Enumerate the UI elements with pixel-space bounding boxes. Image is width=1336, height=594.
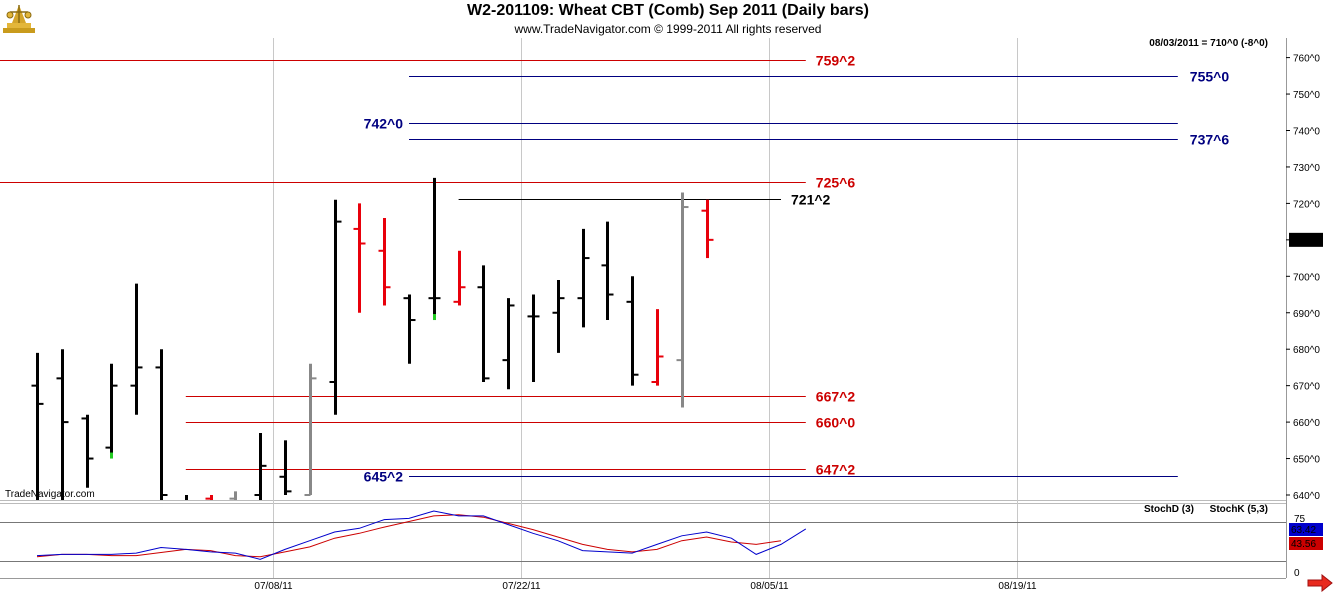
y-tick-label: 720^0	[1293, 199, 1320, 210]
y-tick-label: 740^0	[1293, 127, 1320, 138]
x-tick-label: 07/22/11	[502, 581, 541, 592]
watermark-text: TradeNavigator.com	[5, 489, 95, 500]
y-tick-label: 650^0	[1293, 455, 1320, 466]
stoch-tick-label: 0	[1294, 568, 1300, 579]
y-tick-label: 680^0	[1293, 345, 1320, 356]
stoch-d-legend: StochD (3)	[1144, 504, 1194, 515]
copyright-text: www.TradeNavigator.com © 1999-2011 All r…	[514, 22, 822, 36]
x-tick-label: 07/08/11	[254, 581, 293, 592]
y-tick-label: 660^0	[1293, 418, 1320, 429]
level-label: 742^0	[364, 116, 404, 132]
chart-header: W2-201109: Wheat CBT (Comb) Sep 2011 (Da…	[0, 0, 1336, 38]
ohlc-bars	[31, 177, 714, 500]
stochastic-pane	[0, 501, 1286, 578]
level-label: 645^2	[364, 469, 404, 485]
y-tick-label: 730^0	[1293, 163, 1320, 174]
stoch-k-value-box	[1289, 523, 1323, 536]
price-pane	[0, 38, 1286, 500]
y-tick-label: 750^0	[1293, 90, 1320, 101]
stoch-d-value-box	[1289, 537, 1323, 550]
stoch-k-legend: StochK (5,3)	[1210, 504, 1268, 515]
x-tick-label: 08/05/11	[750, 581, 789, 592]
scroll-right-arrow-icon[interactable]	[1306, 574, 1334, 592]
y-tick-label: 640^0	[1293, 491, 1320, 502]
last-price-box	[1289, 232, 1323, 247]
chart-title: W2-201109: Wheat CBT (Comb) Sep 2011 (Da…	[467, 2, 869, 19]
level-label: 725^6	[816, 175, 856, 191]
level-label: 755^0	[1190, 69, 1230, 85]
y-tick-label: 690^0	[1293, 309, 1320, 320]
level-label: 737^6	[1190, 132, 1230, 148]
stoch-k-value: 63.42	[1291, 525, 1316, 536]
y-tick-label: 700^0	[1293, 272, 1320, 283]
y-tick-label: 760^0	[1293, 54, 1320, 65]
level-label: 667^2	[816, 389, 856, 405]
y-tick-label: 670^0	[1293, 382, 1320, 393]
stoch-k-line	[36, 510, 807, 560]
x-tick-label: 08/19/11	[998, 581, 1037, 592]
stoch-tick-label: 75	[1294, 514, 1306, 525]
level-label: 759^2	[816, 53, 856, 69]
status-readout: 08/03/2011 = 710^0 (-8^0)	[1149, 38, 1268, 49]
stoch-d-line	[36, 514, 782, 558]
trade-navigator-logo-icon[interactable]	[2, 2, 36, 34]
level-label: 721^2	[791, 192, 831, 208]
level-label: 660^0	[816, 415, 856, 431]
stoch-d-value: 43.56	[1291, 539, 1316, 550]
last-price-label: 710^0	[1291, 236, 1318, 247]
level-label: 647^2	[816, 462, 856, 478]
